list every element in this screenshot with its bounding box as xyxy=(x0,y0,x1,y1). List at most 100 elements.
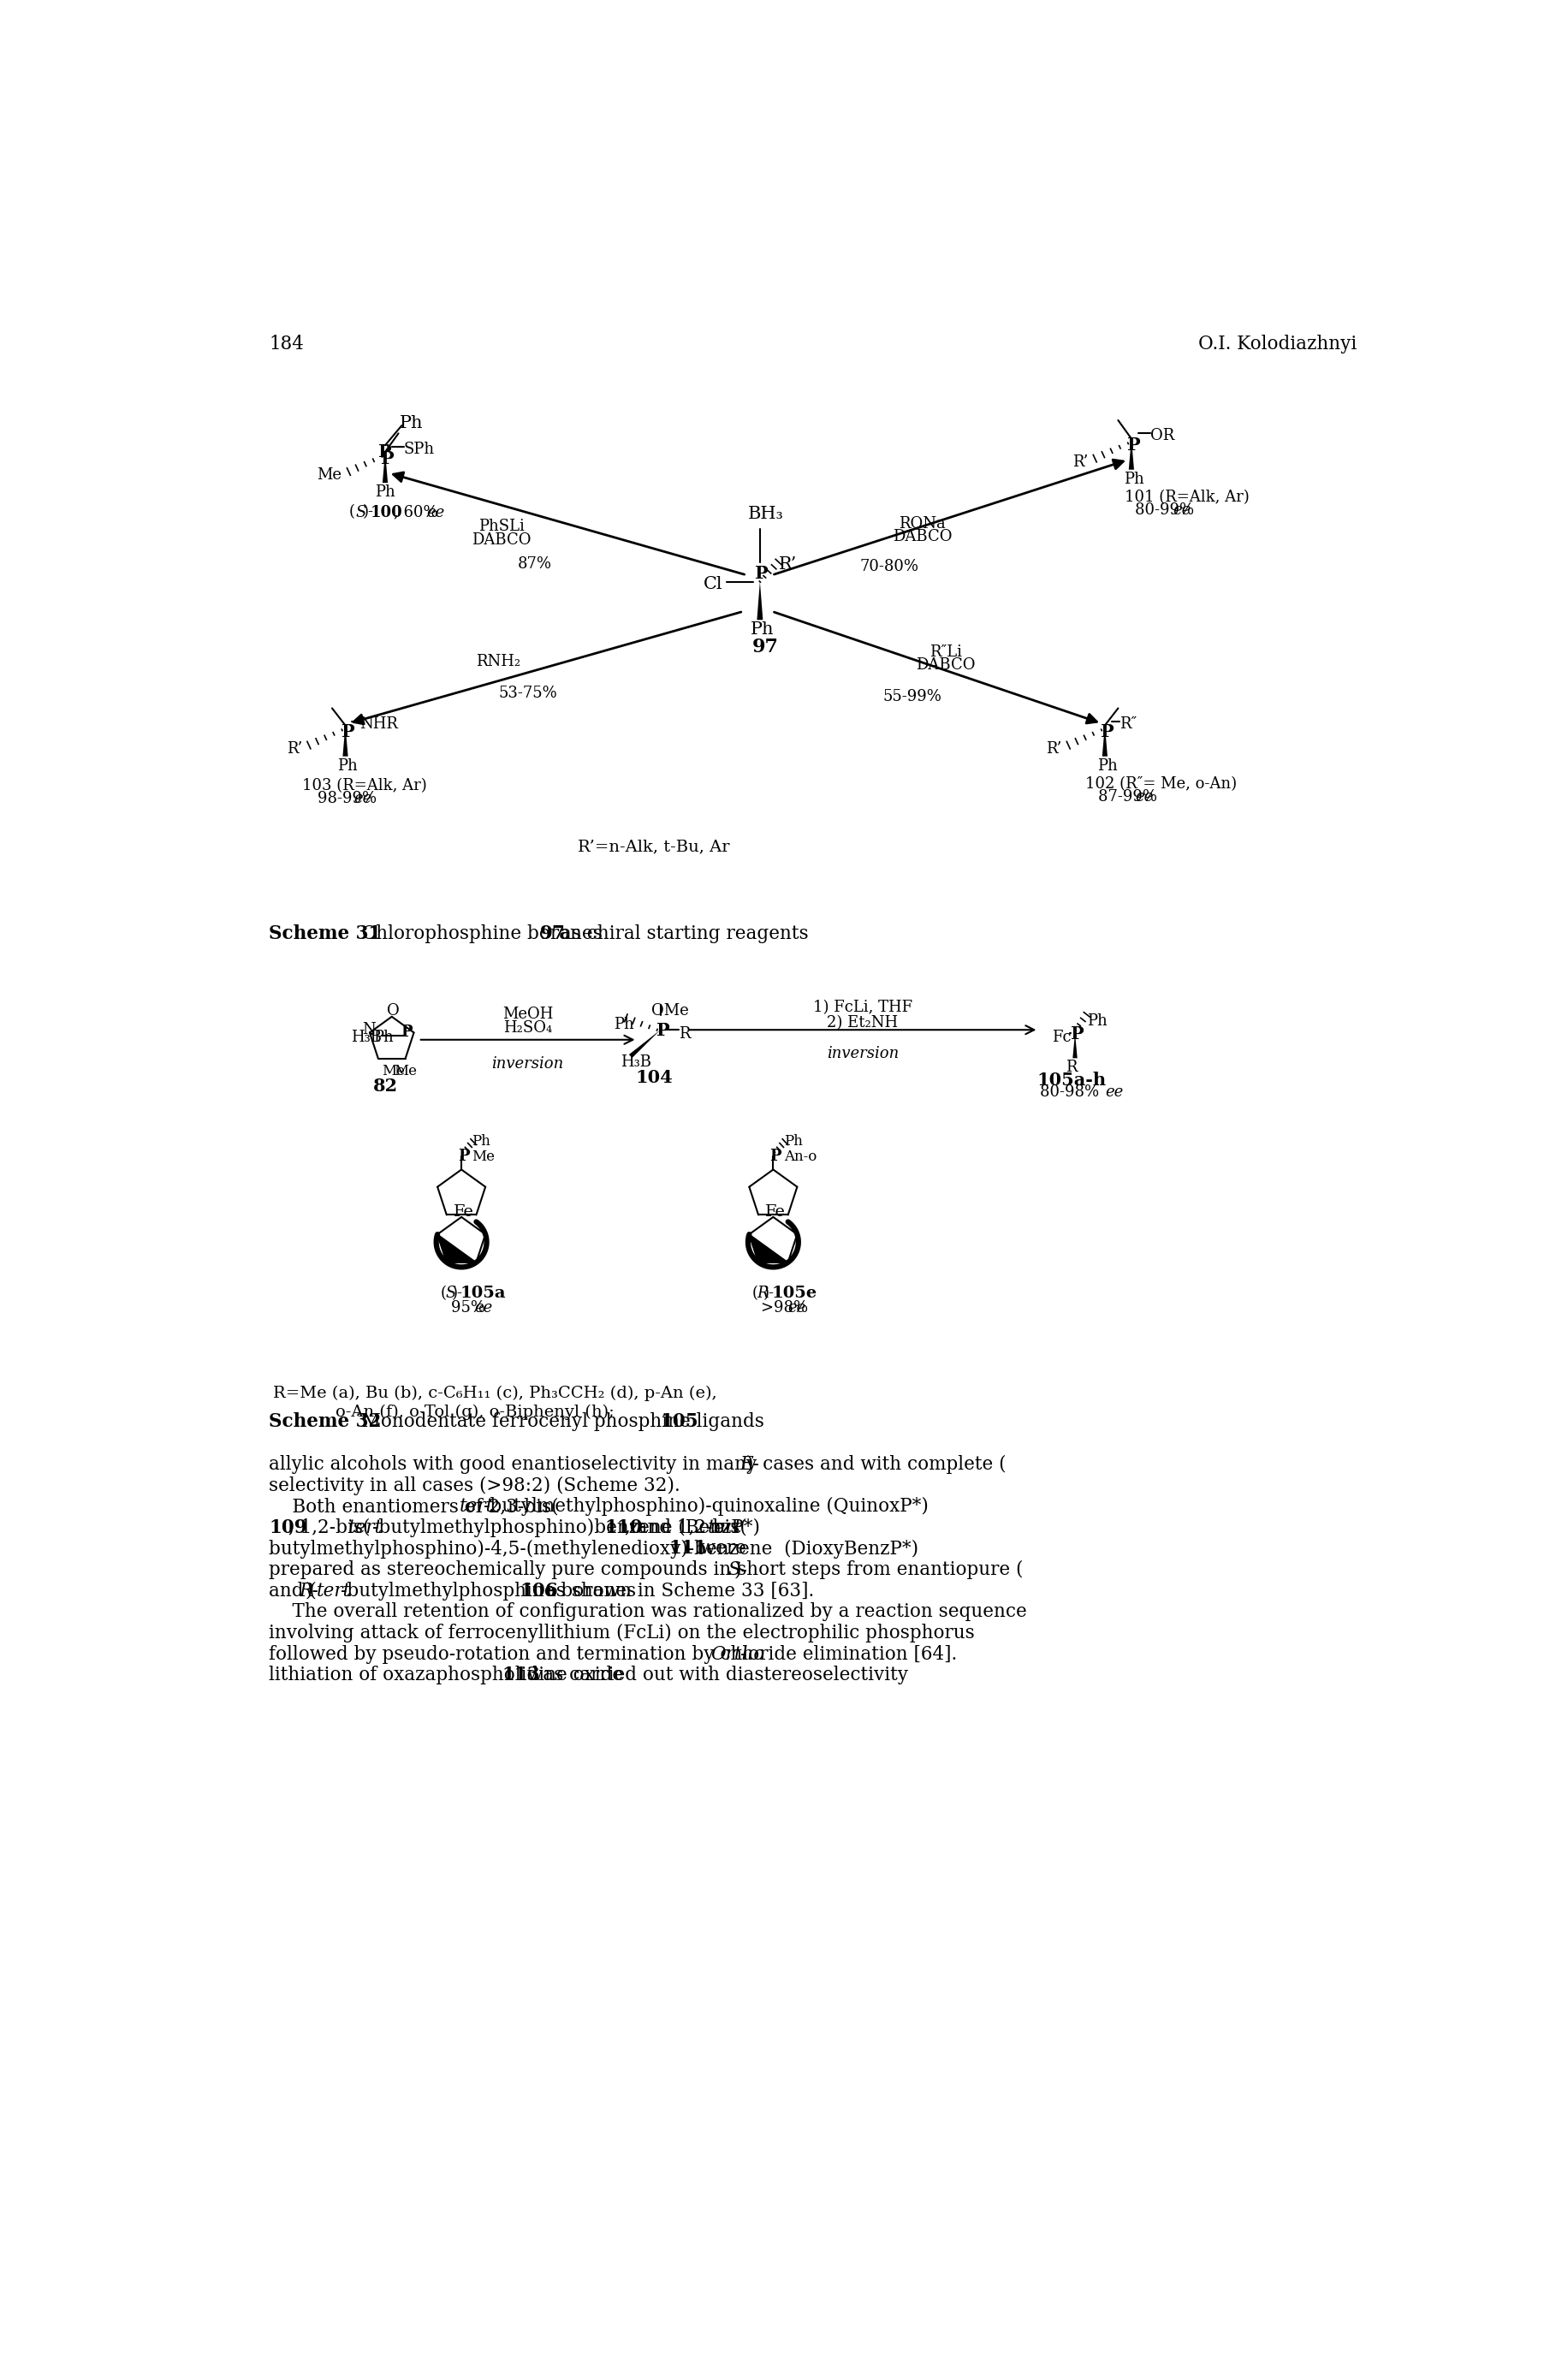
Text: Chlorophosphine boranes: Chlorophosphine boranes xyxy=(350,924,608,943)
Text: and (: and ( xyxy=(270,1582,317,1601)
Text: PhSLi: PhSLi xyxy=(478,518,524,535)
Text: 55-99%: 55-99% xyxy=(883,689,941,706)
Text: followed by pseudo-rotation and termination by chloride elimination [64].: followed by pseudo-rotation and terminat… xyxy=(270,1644,963,1663)
Text: O.I. Kolodiazhnyi: O.I. Kolodiazhnyi xyxy=(1198,335,1356,354)
Text: DABCO: DABCO xyxy=(916,658,975,672)
Text: Both enantiomers of 2,3-bis(: Both enantiomers of 2,3-bis( xyxy=(270,1497,558,1516)
Text: Ph: Ph xyxy=(1087,1015,1107,1029)
Text: E: E xyxy=(740,1454,753,1473)
Text: S: S xyxy=(354,504,365,520)
Text: 1) FcLi, THF: 1) FcLi, THF xyxy=(812,1000,913,1015)
Text: R″Li: R″Li xyxy=(928,644,961,661)
Text: -: - xyxy=(740,1644,746,1663)
Text: ee: ee xyxy=(1134,789,1152,805)
Text: 105e: 105e xyxy=(771,1285,817,1302)
Text: Scheme 32: Scheme 32 xyxy=(270,1411,381,1430)
Text: OR: OR xyxy=(1149,428,1173,444)
Text: Fe: Fe xyxy=(453,1205,474,1219)
Text: 103 (R=Alk, Ar): 103 (R=Alk, Ar) xyxy=(303,777,426,794)
Polygon shape xyxy=(437,1233,477,1262)
Text: RNH₂: RNH₂ xyxy=(475,653,521,670)
Text: S: S xyxy=(728,1561,740,1580)
Text: 87%: 87% xyxy=(517,556,552,573)
Text: R″: R″ xyxy=(1120,718,1137,732)
Text: P: P xyxy=(400,1024,412,1041)
Text: Ph: Ph xyxy=(1096,758,1116,775)
Text: P: P xyxy=(1071,1024,1083,1043)
Text: , 1,2-bis(: , 1,2-bis( xyxy=(289,1518,370,1537)
Text: 106: 106 xyxy=(519,1582,558,1601)
Text: -: - xyxy=(731,1518,737,1537)
Text: R: R xyxy=(299,1582,312,1601)
Text: was carried out with diastereoselectivity: was carried out with diastereoselectivit… xyxy=(521,1666,908,1685)
Text: 105a-h: 105a-h xyxy=(1036,1072,1105,1088)
Text: 70-80%: 70-80% xyxy=(859,558,919,575)
Text: Ph: Ph xyxy=(472,1133,491,1148)
Text: , and 1,2-bis(: , and 1,2-bis( xyxy=(624,1518,746,1537)
Text: RONa: RONa xyxy=(898,516,946,532)
Text: 105a: 105a xyxy=(459,1285,506,1302)
Text: 98-99%: 98-99% xyxy=(317,791,381,808)
Text: (: ( xyxy=(751,1285,757,1302)
Text: R=Me (a), Bu (b), c-C₆H₁₁ (c), Ph₃CCH₂ (d), p-An (e),: R=Me (a), Bu (b), c-C₆H₁₁ (c), Ph₃CCH₂ (… xyxy=(273,1385,717,1402)
Text: ee: ee xyxy=(1104,1083,1123,1100)
Text: lithiation of oxazaphospholidine oxide: lithiation of oxazaphospholidine oxide xyxy=(270,1666,629,1685)
Text: H₂SO₄: H₂SO₄ xyxy=(503,1019,552,1036)
Text: ee: ee xyxy=(787,1300,806,1316)
Text: -butylmethylphosphine boranes: -butylmethylphosphine boranes xyxy=(340,1582,641,1601)
Text: 101 (R=Alk, Ar): 101 (R=Alk, Ar) xyxy=(1124,489,1248,504)
Text: DABCO: DABCO xyxy=(892,530,952,544)
Text: )-: )- xyxy=(762,1285,775,1302)
Text: P: P xyxy=(770,1148,781,1164)
Text: Fe: Fe xyxy=(765,1205,786,1219)
Text: butylmethylphosphino)-4,5-(methylenedioxy)-benzene  (DioxyBenzP*): butylmethylphosphino)-4,5-(methylenediox… xyxy=(270,1540,930,1559)
Text: BH₃: BH₃ xyxy=(748,506,784,523)
Text: P: P xyxy=(1101,722,1113,741)
Text: 110: 110 xyxy=(605,1518,643,1537)
Text: Ph: Ph xyxy=(613,1017,633,1031)
Text: tert: tert xyxy=(459,1497,494,1516)
Text: R’: R’ xyxy=(778,556,797,573)
Text: were: were xyxy=(688,1540,746,1559)
Text: )-: )- xyxy=(304,1582,318,1601)
Polygon shape xyxy=(756,582,762,620)
Text: 87-99%: 87-99% xyxy=(1098,789,1162,805)
Text: >98%: >98% xyxy=(760,1300,812,1316)
Text: R: R xyxy=(1065,1060,1076,1074)
Text: R’: R’ xyxy=(1073,454,1088,470)
Text: 97: 97 xyxy=(539,924,564,943)
Text: SPh: SPh xyxy=(403,442,434,456)
Text: inversion: inversion xyxy=(826,1045,898,1062)
Text: MeOH: MeOH xyxy=(502,1007,554,1022)
Text: Scheme 31: Scheme 31 xyxy=(270,924,381,943)
Text: H₃B: H₃B xyxy=(621,1055,651,1069)
Text: O: O xyxy=(386,1003,398,1019)
Text: )-: )- xyxy=(734,1561,748,1580)
Text: 95%: 95% xyxy=(452,1300,491,1316)
Text: R’: R’ xyxy=(1046,741,1062,756)
Text: -butylmethylphosphino)-quinoxaline (QuinoxP*): -butylmethylphosphino)-quinoxaline (Quin… xyxy=(483,1497,928,1516)
Text: )-: )- xyxy=(452,1285,463,1302)
Text: H₃B: H₃B xyxy=(351,1029,381,1045)
Text: Ph: Ph xyxy=(750,620,773,637)
Text: ee: ee xyxy=(1171,504,1190,518)
Text: 80-98%: 80-98% xyxy=(1040,1083,1104,1100)
Text: 82: 82 xyxy=(373,1076,397,1095)
Text: ee: ee xyxy=(475,1300,492,1316)
Text: 97: 97 xyxy=(751,637,778,656)
Text: 104: 104 xyxy=(635,1069,673,1086)
Text: 184: 184 xyxy=(270,335,304,354)
Text: )-: )- xyxy=(746,1454,759,1473)
Text: 100: 100 xyxy=(370,504,403,520)
Text: NHR: NHR xyxy=(359,718,398,732)
Text: R: R xyxy=(679,1026,690,1043)
Text: P: P xyxy=(458,1148,469,1164)
Text: Me: Me xyxy=(317,468,342,482)
Text: Me: Me xyxy=(472,1150,495,1164)
Text: (: ( xyxy=(348,504,354,520)
Text: P: P xyxy=(1127,437,1140,454)
Text: Ph: Ph xyxy=(375,485,395,501)
Text: Ph: Ph xyxy=(1123,470,1143,487)
Text: Monodentate ferrocenyl phosphine ligands: Monodentate ferrocenyl phosphine ligands xyxy=(350,1411,770,1430)
Text: , 60%: , 60% xyxy=(394,504,442,520)
